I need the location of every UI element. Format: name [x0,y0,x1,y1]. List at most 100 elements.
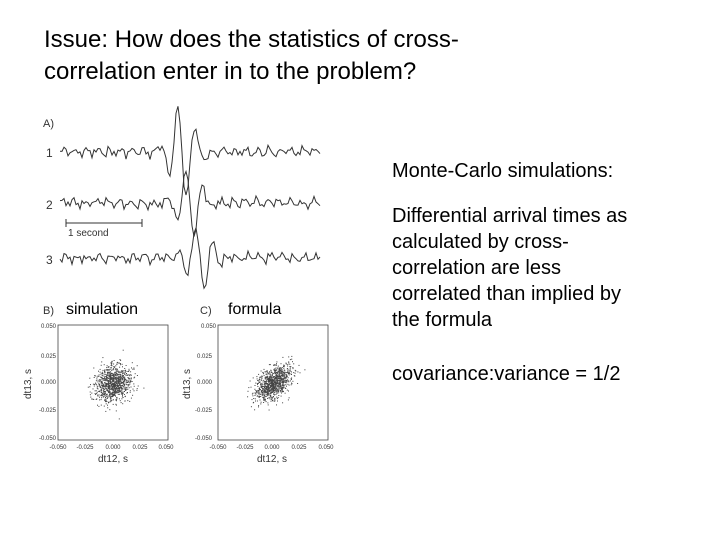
scatter-point [119,379,121,381]
scatter-point [278,395,280,396]
scatter-point [267,392,269,394]
scatter-point [133,367,135,369]
scatter-point [281,375,282,377]
scatter-point [110,362,112,364]
scatter-point [257,393,259,395]
scatter-point [266,371,268,373]
scatter-point [106,398,108,399]
scatter-point [112,395,114,397]
scatter-point [277,367,279,369]
scatter-point [251,393,253,395]
scatter-point [105,380,107,382]
scatter-point [118,398,120,400]
scatter-point [288,371,290,373]
scatter-point [266,394,268,396]
scatter-point [258,395,260,397]
scatter-point [281,379,283,381]
scatter-point [277,369,279,371]
scatter-point [112,391,114,393]
scatter-point [269,386,271,388]
scatter-point [96,376,98,378]
title-line-2: correlation enter in to the problem? [44,58,417,85]
scatter-point [108,374,110,376]
scatter-point [104,377,106,379]
scatter-point [295,370,297,372]
scatter-point [131,367,132,369]
scatter-point [273,387,275,389]
scatter-point [134,376,136,378]
scatter-point [99,368,101,370]
scatter-point [279,370,281,372]
scatter-point [109,372,111,374]
scatter-point [116,374,118,376]
scatter-point [277,365,279,367]
scatter-point [130,374,132,376]
scatter-point [271,384,273,386]
scatter-point [287,377,289,379]
scatter-point [284,373,286,375]
b-xtick-3: 0.000 [105,445,121,451]
scatter-point [94,383,95,385]
scatter-point [108,372,110,373]
scatter-point [276,386,278,388]
scatter-point [104,376,105,378]
scatter-point [104,399,105,401]
scatter-point [281,373,283,375]
scatter-point [130,377,132,379]
scatter-point [290,384,292,386]
scatter-point [279,386,281,388]
scatter-point [260,383,262,385]
scatter-point [259,382,261,383]
scatter-point [266,385,268,387]
b-xtick-2: -0.025 [76,445,94,451]
scatter-point [265,385,267,387]
c-y-axis-label: dt13, s [182,369,193,399]
scatter-point [121,378,123,380]
scatter-point [115,369,117,371]
scatter-point [106,388,108,390]
scatter-point [274,399,276,401]
scatter-point [274,398,276,400]
scatter-point [268,389,270,391]
scatter-point [281,369,283,371]
scatter-point [266,388,267,390]
scatter-point [127,388,129,390]
scatter-point [112,384,114,386]
scatter-point [276,361,278,363]
scatter-point [270,370,272,372]
scatter-point [279,380,281,382]
scatter-point [267,370,268,372]
scatter-point [96,384,98,386]
scatter-point [114,391,116,393]
scatter-point [281,385,283,387]
scatter-point [125,371,126,373]
scatter-point [120,382,122,384]
scatter-point [111,384,113,385]
scatter-point [103,405,105,407]
scatter-point [274,382,276,384]
scatter-point [278,383,280,384]
scatter-point [270,374,272,376]
scatter-point [127,384,129,385]
scatter-point [268,397,270,399]
scatter-point [273,379,275,381]
scatter-point [275,385,277,387]
panel-a-label: A) [43,118,54,130]
scatter-point [265,390,266,392]
monte-carlo-heading: Monte-Carlo simulations: [392,160,614,182]
scatter-point [115,404,117,406]
scatter-point [288,362,290,364]
scatter-point [108,374,110,376]
scatter-point [122,393,124,394]
scatter-point [267,373,269,375]
scatter-point [275,391,277,393]
scatter-point [128,387,130,389]
scatter-point [129,400,131,402]
scatter-point [268,384,270,386]
scatter-point [105,382,106,384]
scatter-point [107,385,109,387]
scatter-point [109,385,110,387]
scatter-point [291,358,293,360]
scatter-point [258,379,260,381]
scatter-point [277,390,279,392]
